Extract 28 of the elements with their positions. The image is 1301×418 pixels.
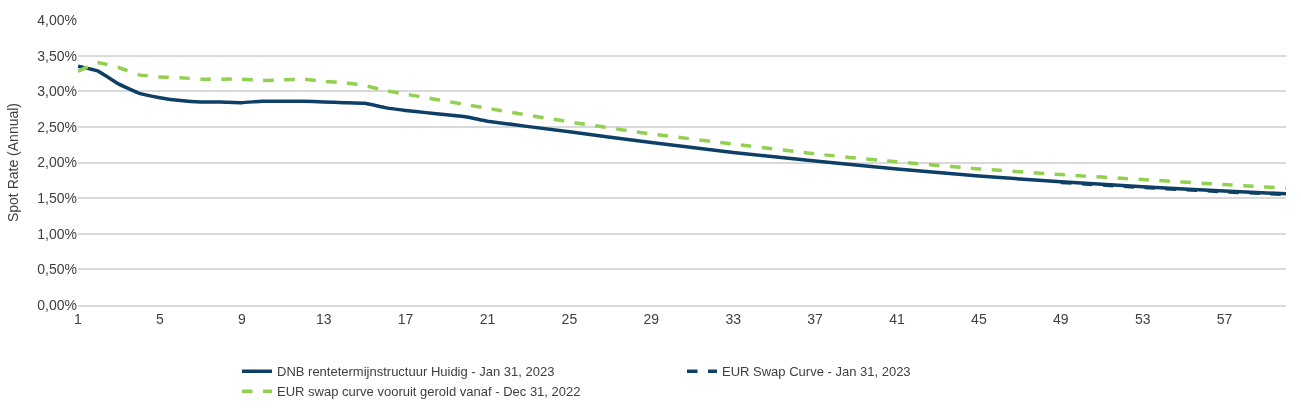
y-tick-label: 0,50% [37,261,77,278]
x-tick-label: 53 [1134,310,1151,327]
x-tick-label: 9 [237,310,246,327]
x-tick-label: 1 [74,310,83,327]
x-tick-label: 37 [807,310,824,327]
y-tick-label: 2,50% [37,118,77,135]
y-tick-label: 3,00% [37,83,77,100]
x-tick-label: 57 [1216,310,1233,327]
legend-label: EUR swap curve vooruit gerold vanaf - Dec 31, 2022 [277,384,581,400]
x-tick-label: 41 [889,310,905,327]
legend-label: DNB rentetermijnstructuur Huidig - Jan 31, 2023 [277,364,555,380]
x-tick-label: 25 [561,310,578,327]
y-tick-label: 3,50% [37,47,77,64]
legend-label: EUR Swap Curve - Jan 31, 2023 [722,364,911,380]
x-tick-label: 17 [397,310,414,327]
x-tick-label: 5 [156,310,164,327]
x-tick-label: 49 [1052,310,1069,327]
x-tick-label: 33 [725,310,742,327]
x-tick-label: 45 [971,310,987,327]
x-tick-label: 13 [315,310,332,327]
y-axis-title: Spot Rate (Annual) [4,102,21,223]
x-tick-label: 29 [643,310,660,327]
x-tick-label: 21 [479,310,496,327]
y-tick-label: 1,50% [37,190,77,207]
y-tick-label: 0,00% [37,296,77,313]
y-tick-label: 1,00% [37,225,77,242]
y-tick-label: 2,00% [37,154,77,171]
y-tick-label: 4,00% [37,11,77,28]
